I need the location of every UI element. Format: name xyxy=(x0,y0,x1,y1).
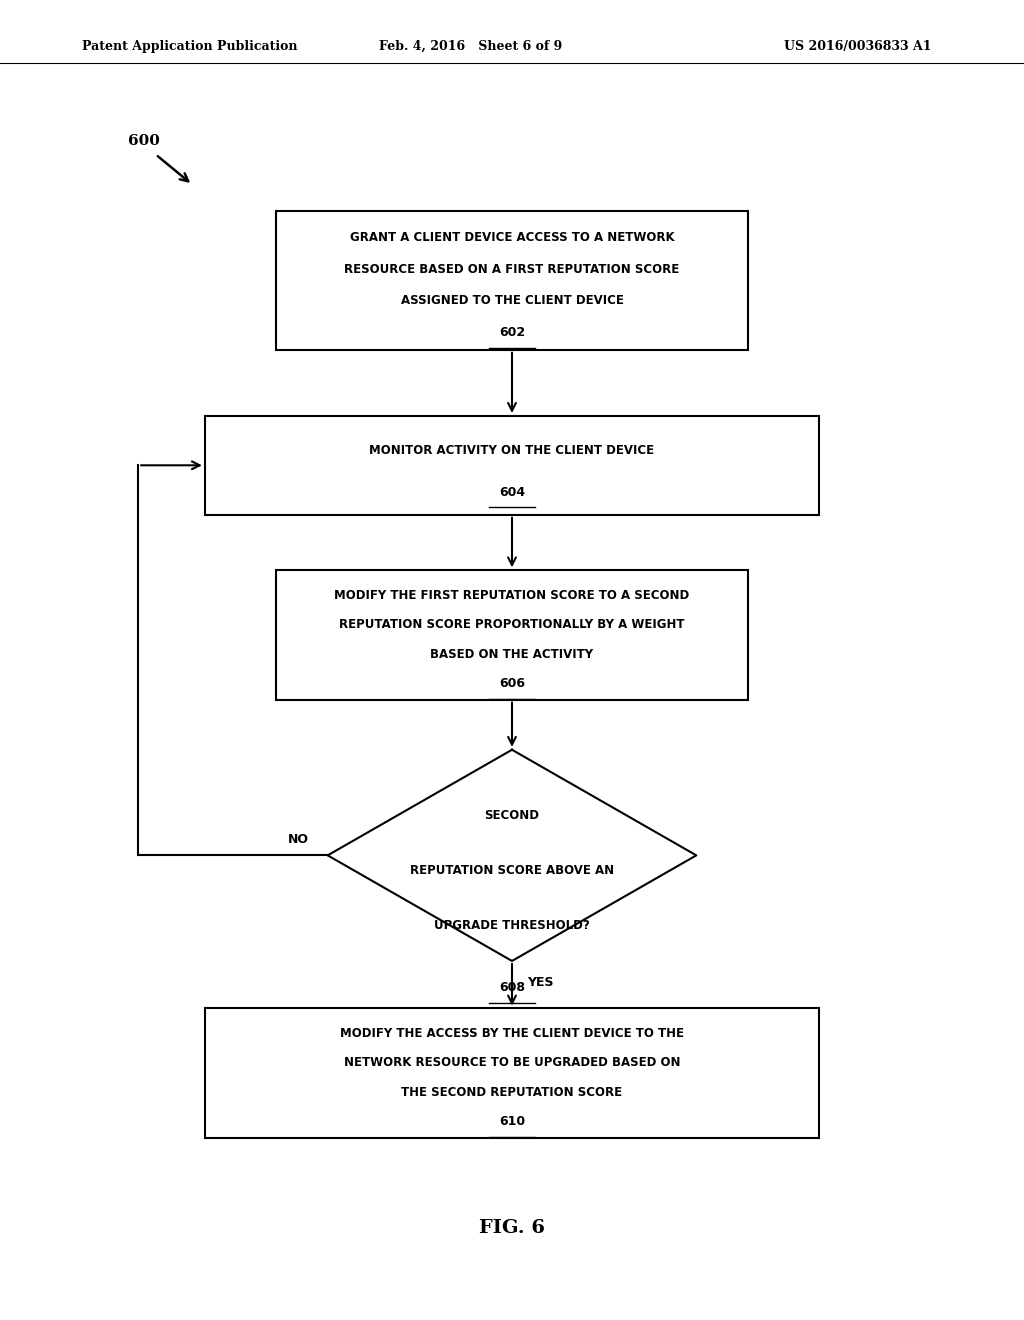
Text: SECOND: SECOND xyxy=(484,809,540,822)
Text: NO: NO xyxy=(288,833,309,846)
Text: 608: 608 xyxy=(499,981,525,994)
Bar xyxy=(205,1008,819,1138)
Polygon shape xyxy=(328,750,696,961)
Text: Feb. 4, 2016   Sheet 6 of 9: Feb. 4, 2016 Sheet 6 of 9 xyxy=(380,40,562,53)
Text: 604: 604 xyxy=(499,486,525,499)
Text: MODIFY THE FIRST REPUTATION SCORE TO A SECOND: MODIFY THE FIRST REPUTATION SCORE TO A S… xyxy=(335,589,689,602)
Text: 606: 606 xyxy=(499,677,525,690)
Text: MONITOR ACTIVITY ON THE CLIENT DEVICE: MONITOR ACTIVITY ON THE CLIENT DEVICE xyxy=(370,445,654,457)
Text: US 2016/0036833 A1: US 2016/0036833 A1 xyxy=(784,40,932,53)
Text: MODIFY THE ACCESS BY THE CLIENT DEVICE TO THE: MODIFY THE ACCESS BY THE CLIENT DEVICE T… xyxy=(340,1027,684,1040)
Bar xyxy=(276,211,748,350)
Text: RESOURCE BASED ON A FIRST REPUTATION SCORE: RESOURCE BASED ON A FIRST REPUTATION SCO… xyxy=(344,263,680,276)
Text: NETWORK RESOURCE TO BE UPGRADED BASED ON: NETWORK RESOURCE TO BE UPGRADED BASED ON xyxy=(344,1056,680,1069)
Text: REPUTATION SCORE PROPORTIONALLY BY A WEIGHT: REPUTATION SCORE PROPORTIONALLY BY A WEI… xyxy=(339,618,685,631)
Text: UPGRADE THRESHOLD?: UPGRADE THRESHOLD? xyxy=(434,919,590,932)
Text: 610: 610 xyxy=(499,1115,525,1129)
Text: 602: 602 xyxy=(499,326,525,339)
Bar xyxy=(205,416,819,515)
Text: Patent Application Publication: Patent Application Publication xyxy=(82,40,297,53)
Text: ASSIGNED TO THE CLIENT DEVICE: ASSIGNED TO THE CLIENT DEVICE xyxy=(400,294,624,308)
Text: GRANT A CLIENT DEVICE ACCESS TO A NETWORK: GRANT A CLIENT DEVICE ACCESS TO A NETWOR… xyxy=(349,231,675,244)
Text: THE SECOND REPUTATION SCORE: THE SECOND REPUTATION SCORE xyxy=(401,1086,623,1098)
Bar xyxy=(276,570,748,700)
Text: FIG. 6: FIG. 6 xyxy=(479,1218,545,1237)
Text: BASED ON THE ACTIVITY: BASED ON THE ACTIVITY xyxy=(430,648,594,660)
Text: 600: 600 xyxy=(128,135,160,148)
Text: YES: YES xyxy=(527,975,554,989)
Text: REPUTATION SCORE ABOVE AN: REPUTATION SCORE ABOVE AN xyxy=(410,863,614,876)
